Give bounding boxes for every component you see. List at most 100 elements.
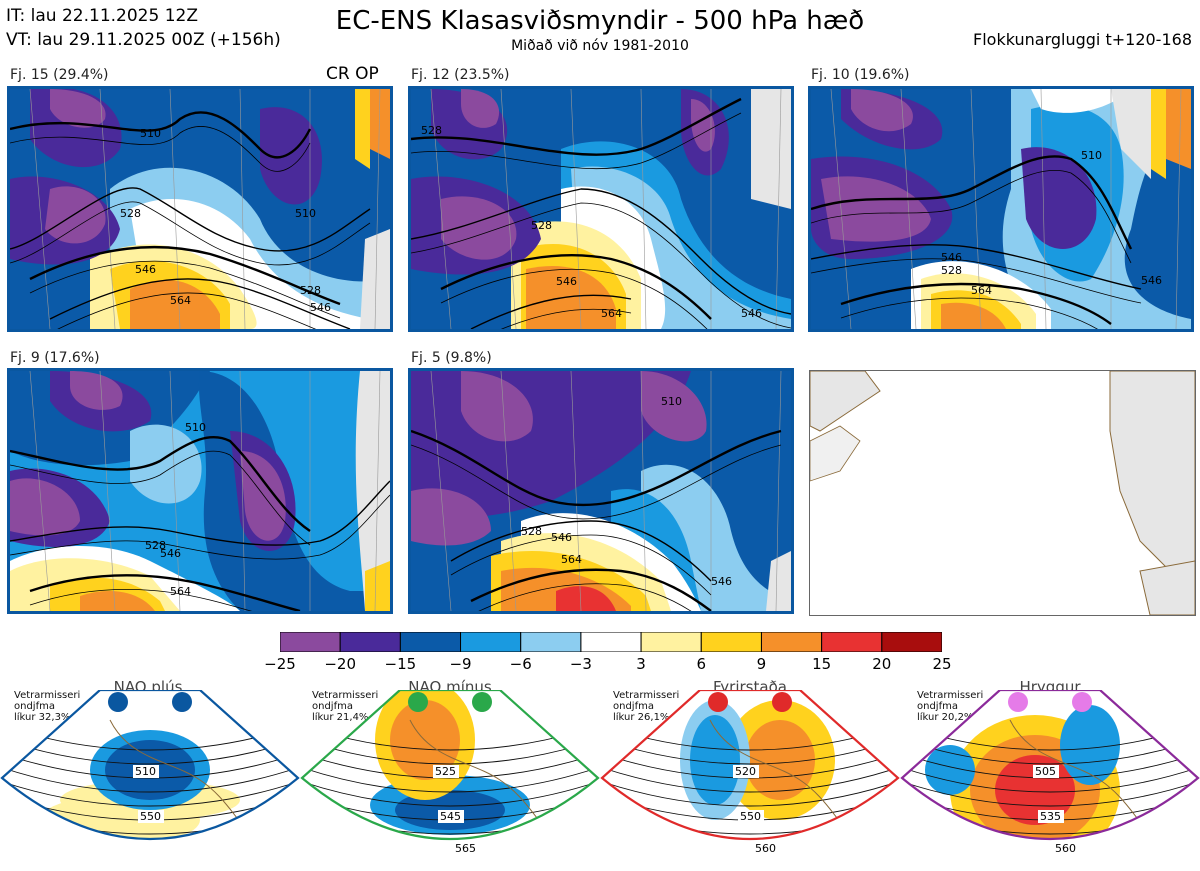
regime-stats: Vetrarmisseri ondjfma líkur 21,4% — [312, 690, 378, 723]
regime-dot — [408, 692, 428, 712]
anomaly-region — [526, 265, 616, 329]
height-contour — [57, 292, 317, 329]
height-contour — [302, 738, 598, 765]
colorbar-tick-label: 3 — [636, 655, 646, 673]
contour-label: 510 — [1081, 149, 1102, 162]
sector-content — [302, 690, 598, 839]
meridian-line — [570, 89, 582, 329]
regime-months: ondjfma — [312, 701, 353, 712]
meridian-line — [374, 371, 381, 611]
height-contour — [902, 766, 1198, 793]
colorbar-tick-label: −20 — [324, 655, 356, 673]
contour-label-bg — [1033, 765, 1059, 778]
contour-label-bg — [1038, 810, 1064, 823]
contour-label: 546 — [1141, 274, 1162, 287]
anomaly-region — [365, 561, 390, 611]
cluster-map-canvas: 510 510 528 528 546 564 546 — [10, 89, 390, 329]
colorbar-segment — [460, 632, 522, 652]
contour-label: 528 — [120, 207, 141, 220]
contour-label-bg — [753, 842, 779, 855]
contour-label: 510 — [135, 765, 156, 778]
contour-label: 520 — [735, 765, 756, 778]
colorbar-segment — [580, 632, 642, 652]
meridian-line — [169, 371, 181, 611]
control-run-marker: CR OP — [326, 64, 379, 84]
anomaly-region — [130, 279, 220, 329]
meridian-line — [1175, 89, 1182, 329]
height-contour — [10, 111, 312, 159]
colorbar-tick-label: −9 — [449, 655, 472, 673]
sector-outline — [900, 690, 1200, 840]
height-contour — [840, 297, 1098, 329]
height-contour — [10, 494, 390, 560]
anomaly-region — [80, 591, 155, 611]
anomaly-region — [370, 89, 390, 159]
regime-dot — [172, 692, 192, 712]
colorbar-segment — [399, 632, 462, 652]
contour-label: 535 — [1040, 810, 1061, 823]
anomaly-region — [50, 89, 106, 128]
contour-label: 546 — [551, 531, 572, 544]
cluster-label: Fj. 12 (23.5%) — [411, 67, 510, 83]
anomaly-region — [411, 488, 491, 546]
colorbar-tick-label: 20 — [872, 655, 892, 673]
contour-label: 546 — [135, 263, 156, 276]
height-contour — [10, 450, 311, 546]
anomaly-region — [766, 551, 791, 611]
contour-label: 525 — [435, 765, 456, 778]
regime-season: Vetrarmisseri — [917, 690, 984, 701]
height-contour — [2, 766, 298, 793]
regime-season: Vetrarmisseri — [14, 690, 81, 701]
meridian-line — [900, 89, 917, 329]
contour-label: 528 — [941, 264, 962, 277]
anomaly-region — [1151, 89, 1166, 179]
regime-probability: líkur 32,3% — [14, 712, 71, 723]
contour-label: 528 — [531, 219, 552, 232]
height-contour — [470, 568, 712, 611]
anomaly-region — [461, 371, 533, 442]
colorbar-segment — [339, 632, 401, 652]
height-contour — [411, 429, 782, 507]
cluster-map: 510 528 546 564 — [7, 368, 393, 614]
contour-label-bg — [438, 810, 464, 823]
height-contour — [902, 780, 1198, 807]
meridian-line — [99, 371, 116, 611]
regime-probability: líkur 20,2% — [917, 712, 974, 723]
anomaly-region — [355, 371, 390, 611]
contour-label: 560 — [1055, 842, 1076, 855]
height-contour — [602, 780, 898, 807]
regime-dot — [108, 692, 128, 712]
height-contour — [811, 244, 1142, 290]
anomaly-region — [1031, 89, 1131, 113]
colorbar-tick-label: 9 — [756, 655, 767, 673]
meridian-line — [374, 89, 381, 329]
regime-season: Vetrarmisseri — [613, 690, 680, 701]
colorbar-segment — [640, 632, 702, 652]
sector-outline — [0, 690, 300, 840]
contour-label-bg — [433, 765, 459, 778]
regime-dot — [1008, 692, 1028, 712]
cluster-map: 510 528 546 564 546 — [408, 368, 794, 614]
regime-dot — [1072, 692, 1092, 712]
height-contour — [10, 201, 371, 266]
colorbar-tick-label: 15 — [812, 655, 832, 673]
anomaly-region — [45, 186, 106, 244]
meridian-line — [239, 89, 246, 329]
contour-label: 528 — [300, 284, 321, 297]
page-title: EC-ENS Klasasviðsmyndir - 500 hPa hæð — [335, 6, 865, 36]
page-subtitle: Miðað við nóv 1981-2010 — [511, 38, 689, 54]
height-contour — [10, 126, 311, 172]
contour-label: 550 — [740, 810, 761, 823]
contour-label: 505 — [1035, 765, 1056, 778]
contour-label: 564 — [170, 585, 191, 598]
meridian-line — [640, 371, 647, 611]
cluster-map-canvas: 528 528 546 564 546 — [411, 89, 791, 329]
regime-dot — [708, 692, 728, 712]
height-contour — [602, 766, 898, 793]
cluster-map: 510 510 528 528 546 564 546 — [7, 86, 393, 332]
meridian-line — [775, 371, 782, 611]
height-contour — [2, 738, 298, 765]
height-contour — [602, 738, 898, 765]
contour-label-bg — [733, 765, 759, 778]
anomaly-region — [691, 99, 715, 152]
